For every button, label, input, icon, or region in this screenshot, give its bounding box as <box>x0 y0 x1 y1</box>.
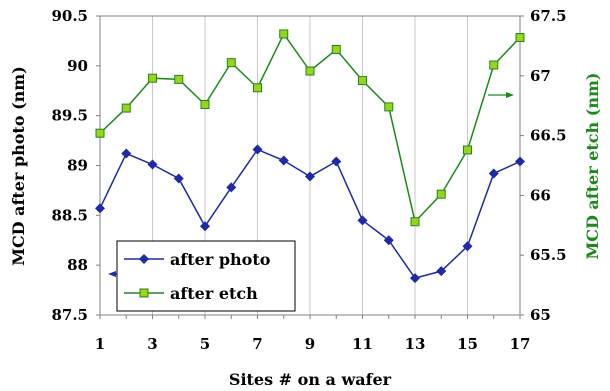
right-y-tick-label: 66.5 <box>530 127 567 145</box>
left-y-tick-label: 87.5 <box>51 306 88 324</box>
after-photo-point <box>462 241 473 252</box>
left-y-tick-label: 88 <box>67 256 88 274</box>
series-after-photo <box>95 144 525 284</box>
after-photo-point <box>436 266 447 277</box>
after-photo-point <box>305 171 315 182</box>
after-photo-point <box>515 156 525 167</box>
legend-label-after-etch: after etch <box>170 284 258 303</box>
after-etch-point <box>253 83 262 93</box>
x-tick-label: 3 <box>147 335 157 353</box>
series-after-etch <box>95 29 525 227</box>
left-y-axis-title: MCD after photo (nm) <box>9 66 28 266</box>
after-etch-point <box>436 189 446 199</box>
after-etch-point <box>331 44 341 54</box>
right-y-axis-title: MCD after etch (nm) <box>583 73 602 260</box>
after-etch-point <box>305 66 315 76</box>
after-etch-point <box>358 76 367 86</box>
legend-marker-after-photo <box>139 254 149 264</box>
x-axis-title: Sites # on a wafer <box>229 370 392 389</box>
x-tick-label: 15 <box>457 335 478 353</box>
x-tick-label: 17 <box>510 335 531 353</box>
after-photo-point <box>95 203 105 214</box>
right-y-tick-label: 65.5 <box>530 246 567 264</box>
right-y-tick-label: 67 <box>530 67 551 85</box>
left-y-tick-label: 90 <box>67 57 88 75</box>
after-etch-point <box>489 60 499 70</box>
after-photo-point <box>252 144 263 155</box>
legend-box <box>116 240 296 312</box>
x-tick-label: 5 <box>200 335 210 353</box>
after-etch-point <box>95 128 105 138</box>
x-tick-label: 9 <box>305 335 315 353</box>
after-photo-point <box>331 156 342 167</box>
after-photo-point <box>121 148 132 159</box>
left-y-tick-label: 89.5 <box>51 107 88 125</box>
x-tick-labels: 1 3 5 7 9 11 13 15 17 <box>95 335 531 353</box>
after-etch-point <box>384 102 394 112</box>
x-tick-label: 7 <box>252 335 262 353</box>
after-etch-point <box>174 74 184 84</box>
after-etch-point <box>121 103 131 113</box>
left-y-tick-labels: 87.5 88 88.5 89 89.5 90 90.5 <box>51 7 88 324</box>
right-y-tick-labels: 65 65.5 66 66.5 67 67.5 <box>530 7 567 324</box>
after-etch-point <box>279 29 289 39</box>
after-photo-point <box>226 182 237 193</box>
x-tick-label: 11 <box>352 335 373 353</box>
after-etch-point <box>463 145 472 155</box>
after-etch-point <box>515 33 525 43</box>
after-photo-point <box>173 173 184 184</box>
after-etch-point <box>200 100 210 110</box>
x-tick-label: 13 <box>405 335 426 353</box>
grid-lines <box>152 16 468 315</box>
legend-marker-after-etch <box>139 288 149 298</box>
after-photo-point <box>147 159 158 170</box>
left-y-tick-label: 89 <box>67 157 88 175</box>
axis-ticks <box>96 15 524 319</box>
after-photo-point <box>383 235 394 246</box>
right-axis-arrow <box>488 92 514 98</box>
after-photo-point <box>357 215 368 226</box>
after-etch-point <box>148 73 157 83</box>
after-photo-point <box>200 221 210 232</box>
after-photo-point <box>278 155 289 166</box>
left-y-tick-label: 90.5 <box>51 7 88 25</box>
right-y-tick-label: 65 <box>530 306 551 324</box>
legend: after photo after etch <box>116 240 296 312</box>
x-tick-label: 1 <box>95 335 105 353</box>
left-y-tick-label: 88.5 <box>51 206 88 224</box>
legend-label-after-photo: after photo <box>170 250 271 269</box>
after-etch-point <box>226 58 236 68</box>
after-photo-point <box>410 273 420 284</box>
right-y-tick-label: 66 <box>530 186 551 204</box>
after-photo-point <box>488 168 499 179</box>
right-y-tick-label: 67.5 <box>530 7 567 25</box>
after-etch-point <box>410 217 420 227</box>
